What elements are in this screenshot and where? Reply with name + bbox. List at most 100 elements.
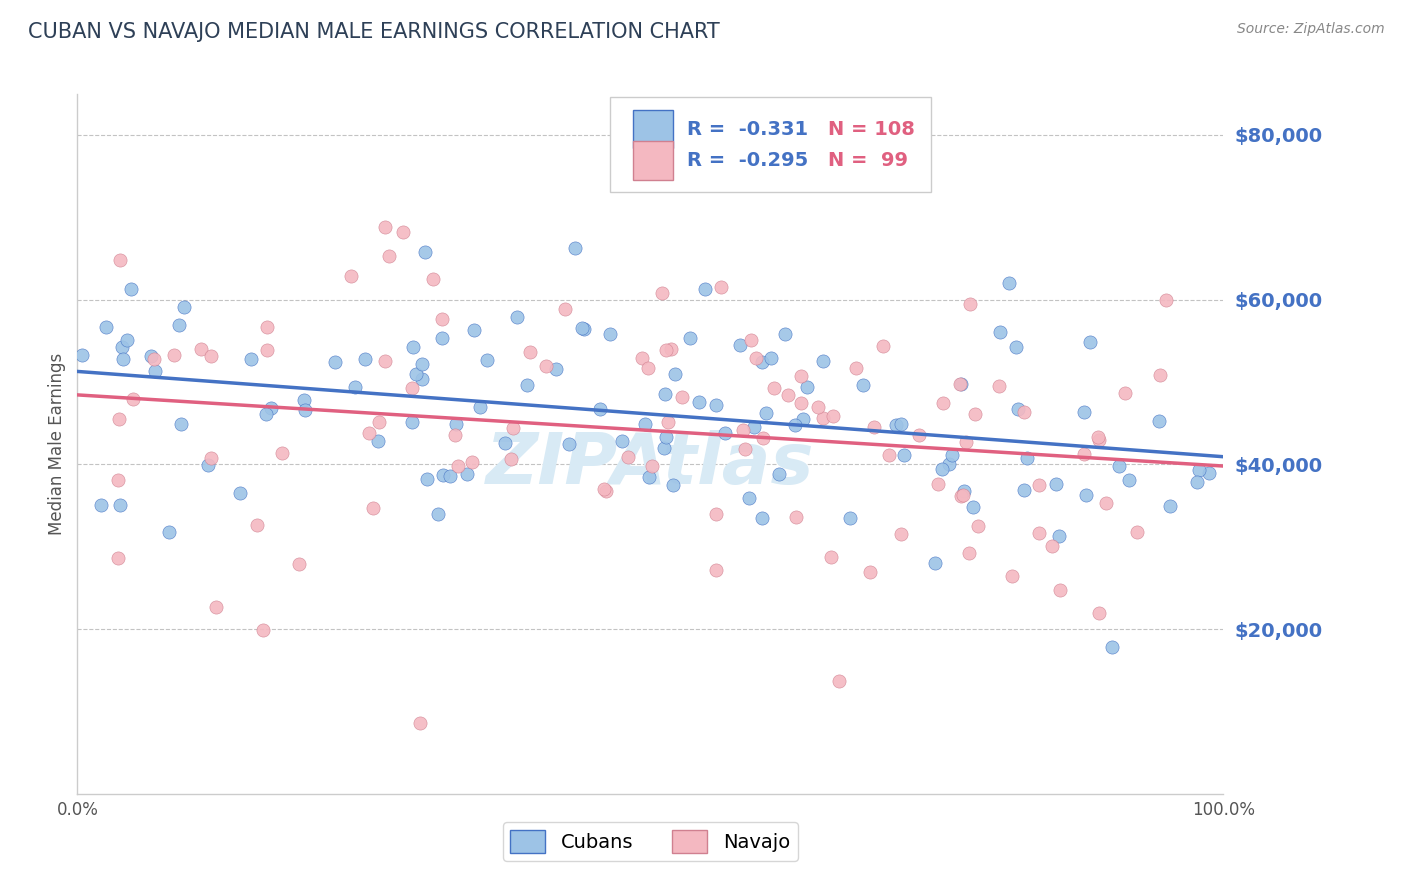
Point: [239, 352, 262, 367]
Point: [733, 423, 755, 437]
Point: [828, 674, 851, 689]
Point: [633, 417, 655, 431]
Point: [439, 468, 461, 483]
Point: [367, 434, 389, 448]
Point: [714, 426, 737, 441]
Point: [456, 467, 478, 481]
Point: [254, 407, 277, 421]
Point: [997, 277, 1019, 291]
Point: [108, 499, 131, 513]
Point: [927, 476, 949, 491]
Point: [637, 360, 659, 375]
Point: [863, 419, 886, 434]
Point: [374, 219, 396, 234]
Point: [432, 311, 454, 326]
Point: [1074, 488, 1097, 502]
Point: [157, 525, 180, 540]
Point: [197, 458, 219, 472]
Point: [1040, 539, 1063, 553]
Point: [446, 417, 468, 431]
Point: [1159, 499, 1181, 513]
Point: [859, 565, 882, 579]
Point: [411, 371, 433, 385]
Point: [738, 491, 761, 505]
Point: [957, 546, 980, 560]
Point: [143, 364, 166, 378]
Point: [112, 352, 135, 367]
Point: [785, 510, 807, 524]
Point: [807, 401, 830, 415]
Point: [120, 282, 142, 296]
Point: [661, 343, 683, 357]
Y-axis label: Median Male Earnings: Median Male Earnings: [48, 352, 66, 535]
Point: [962, 500, 984, 515]
Point: [1198, 466, 1220, 480]
Point: [96, 320, 118, 334]
Point: [693, 282, 716, 296]
Point: [1028, 477, 1050, 491]
Point: [938, 458, 960, 472]
Point: [516, 378, 538, 392]
Point: [1012, 405, 1035, 419]
Point: [1078, 334, 1101, 349]
Point: [401, 415, 423, 429]
Point: [751, 431, 773, 445]
Point: [292, 393, 315, 408]
Point: [845, 361, 868, 376]
Point: [987, 379, 1010, 393]
Point: [409, 715, 432, 730]
Text: N = 108: N = 108: [828, 120, 915, 138]
Point: [988, 325, 1011, 339]
Point: [742, 420, 765, 434]
Point: [890, 417, 912, 431]
Point: [443, 428, 465, 442]
Point: [256, 343, 278, 357]
Point: [728, 338, 751, 352]
Point: [288, 558, 311, 572]
Text: CUBAN VS NAVAJO MEDIAN MALE EARNINGS CORRELATION CHART: CUBAN VS NAVAJO MEDIAN MALE EARNINGS COR…: [28, 22, 720, 42]
Text: R =  -0.295: R = -0.295: [688, 151, 808, 170]
Point: [340, 269, 363, 284]
Point: [256, 320, 278, 334]
Point: [931, 462, 953, 476]
Point: [1012, 483, 1035, 497]
Point: [416, 472, 439, 486]
Point: [1154, 293, 1177, 307]
Point: [323, 355, 346, 369]
Point: [761, 351, 783, 366]
Point: [1095, 496, 1118, 510]
Point: [374, 353, 396, 368]
Point: [361, 500, 384, 515]
Point: [1015, 451, 1038, 466]
Point: [963, 407, 986, 421]
Point: [470, 400, 492, 414]
Point: [652, 441, 675, 455]
Point: [139, 349, 162, 363]
Point: [111, 340, 134, 354]
Point: [599, 326, 621, 341]
Point: [907, 428, 929, 442]
Point: [1028, 525, 1050, 540]
Point: [679, 331, 702, 345]
Point: [745, 351, 768, 365]
Point: [783, 417, 806, 432]
Point: [402, 340, 425, 354]
Point: [955, 435, 977, 450]
Point: [792, 412, 814, 426]
Point: [872, 339, 894, 353]
Point: [167, 318, 190, 333]
Point: [422, 272, 444, 286]
Point: [1118, 473, 1140, 487]
Bar: [633, 141, 673, 180]
Point: [778, 388, 800, 402]
Point: [564, 241, 586, 255]
Point: [271, 446, 294, 460]
Point: [821, 409, 844, 424]
Point: [502, 420, 524, 434]
Point: [773, 327, 796, 342]
Point: [354, 351, 377, 366]
Point: [651, 286, 673, 301]
Point: [789, 396, 811, 410]
Point: [501, 451, 523, 466]
Point: [378, 249, 401, 263]
